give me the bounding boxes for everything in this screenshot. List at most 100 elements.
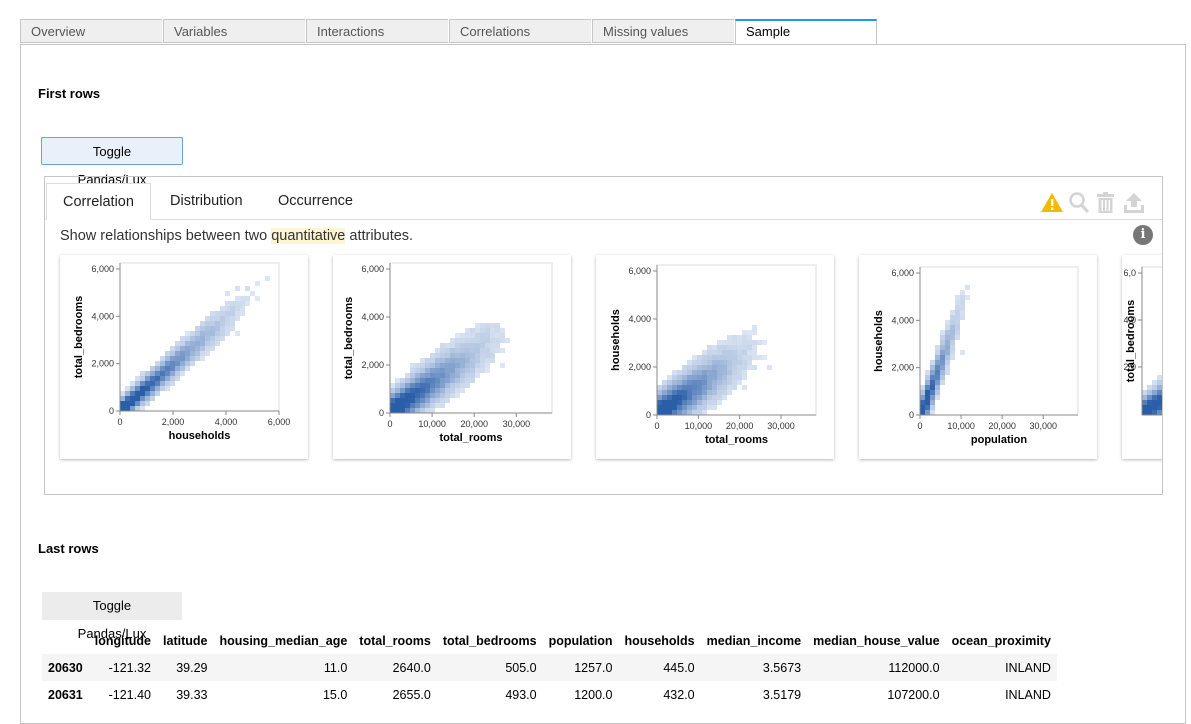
heatmap-cell [707, 405, 712, 410]
heatmap-cell [225, 311, 230, 316]
heatmap-cell [742, 375, 747, 380]
x-tick-label: 0 [654, 421, 659, 431]
heatmap-cell [410, 398, 415, 403]
heatmap-cell [657, 390, 662, 395]
heatmap-cell [950, 345, 955, 350]
heatmap-cell [470, 368, 475, 373]
tab-sample[interactable]: Sample [735, 19, 877, 45]
heatmap-cell [672, 380, 677, 385]
heatmap-cell [935, 390, 940, 395]
heatmap-cell [945, 370, 950, 375]
heatmap-cell [465, 373, 470, 378]
export-icon[interactable] [1124, 193, 1144, 213]
heatmap-cell [945, 335, 950, 340]
table-cell: 11.0 [323, 660, 348, 675]
tab-interactions[interactable]: Interactions [306, 19, 448, 43]
chart-card-3[interactable]: 0 2,000 4,000 6,000 0 10,000 20,000 30,000 total… [596, 255, 834, 459]
lux-tab-occurrence[interactable]: Occurrence [278, 193, 353, 209]
heatmap-cell [490, 353, 495, 358]
tab-variables[interactable]: Variables [163, 19, 305, 43]
heatmap-cell [135, 391, 140, 396]
heatmap-cell [215, 311, 220, 316]
heatmap-cell [480, 333, 485, 338]
heatmap-cell [945, 365, 950, 370]
heatmap-cell [140, 406, 145, 411]
heatmap-cell [235, 306, 240, 311]
heatmap-cell [935, 380, 940, 385]
heatmap-cell [930, 390, 935, 395]
search-icon[interactable] [1069, 192, 1089, 213]
chart-card-2[interactable]: 0 2,000 4,000 6,000 0 10,000 20,000 30,000 total… [333, 255, 571, 459]
heatmap-cell [425, 388, 430, 393]
heatmap-cell [752, 340, 757, 345]
heatmap-cell [150, 381, 155, 386]
heatmap-cell [657, 410, 662, 415]
chart-card-5[interactable]: 6,0 4,0 2,0 total_bedrooms [1122, 255, 1162, 459]
heatmap-cell [762, 340, 767, 345]
heatmap-cell [395, 403, 400, 408]
heatmap-cell [440, 378, 445, 383]
heatmap-cell [415, 363, 420, 368]
heatmap-cell [495, 323, 500, 328]
heatmap-cell [485, 363, 490, 368]
heatmap-cell [717, 385, 722, 390]
heatmap-cell [430, 378, 435, 383]
heatmap-cell [960, 295, 965, 300]
heatmap-cell [460, 388, 465, 393]
heatmap-cell [150, 391, 155, 396]
heatmap-cell [717, 400, 722, 405]
heatmap-cell [160, 386, 165, 391]
heatmap-cell [175, 371, 180, 376]
heatmap-cell [390, 398, 395, 403]
tab-missing-values[interactable]: Missing values [592, 19, 734, 43]
heatmap-cell [475, 343, 480, 348]
heatmap-cell [435, 363, 440, 368]
tab-overview[interactable]: Overview [20, 19, 162, 43]
heatmap-cell [170, 361, 175, 366]
lux-tab-distribution[interactable]: Distribution [170, 193, 243, 209]
heatmap-cell [930, 380, 935, 385]
heatmap-cell [235, 331, 240, 336]
heatmap-cell [475, 353, 480, 358]
heatmap-cell [490, 348, 495, 353]
chart-card-1[interactable]: 0 2,000 4,000 6,000 0 2,000 4,000 6,000 househol… [60, 255, 308, 459]
heatmap-cell [747, 355, 752, 360]
lux-tab-correlation[interactable]: Correlation [46, 183, 151, 220]
tab-correlations[interactable]: Correlations [449, 19, 591, 43]
heatmap-cell [190, 361, 195, 366]
heatmap-cell [965, 295, 970, 300]
y-tick-label: 4,000 [628, 314, 651, 324]
heatmap-cell [460, 348, 465, 353]
warning-icon[interactable] [1041, 193, 1063, 212]
heatmap-cell [682, 405, 687, 410]
toggle-pandas-lux-button-2[interactable]: Toggle Pandas/Lux [42, 592, 182, 641]
heatmap-cell [945, 355, 950, 360]
heatmap-cell [455, 378, 460, 383]
heatmap-cell [205, 321, 210, 326]
table-cell: 39.29 [176, 660, 208, 675]
heatmap-cell [460, 358, 465, 363]
heatmap-cell [1157, 395, 1162, 400]
heatmap-cell [965, 285, 970, 290]
toggle-pandas-lux-button[interactable]: Toggle Pandas/Lux [41, 137, 183, 187]
heatmap-cell [742, 385, 747, 390]
heatmap-cell [440, 353, 445, 358]
heatmap-cell [702, 350, 707, 355]
heatmap-cell [935, 355, 940, 360]
heatmap-cell [925, 380, 930, 385]
y-axis-label: total_bedrooms [343, 297, 355, 380]
heatmap-cell [445, 353, 450, 358]
trash-icon[interactable] [1097, 192, 1114, 213]
col-header: total_rooms [359, 633, 431, 648]
heatmap-cell [235, 301, 240, 306]
y-tick-label: 6,0 [1123, 268, 1136, 278]
heatmap-cell [682, 365, 687, 370]
chart-card-4[interactable]: 0 2,000 4,000 6,000 0 10,000 20,000 30,000 popul… [859, 255, 1097, 459]
heatmap-cell [445, 383, 450, 388]
description-highlight: quantitative [271, 228, 346, 244]
info-icon[interactable]: i [1133, 225, 1153, 245]
heatmap-cell [925, 405, 930, 410]
heatmap-cell [440, 348, 445, 353]
y-tick-label: 2,000 [891, 363, 914, 373]
heatmap-cell [445, 363, 450, 368]
